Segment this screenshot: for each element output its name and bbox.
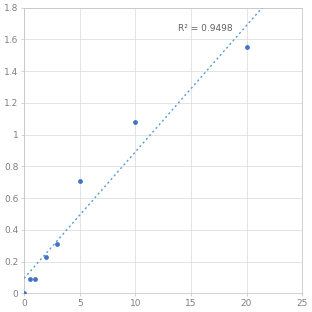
Point: [77, 178, 82, 183]
Point: [133, 119, 138, 124]
Point: [44, 254, 49, 259]
Point: [55, 241, 60, 246]
Point: [244, 45, 249, 50]
Point: [22, 291, 27, 296]
Text: R² = 0.9498: R² = 0.9498: [178, 24, 232, 33]
Point: [27, 276, 32, 281]
Point: [33, 276, 38, 281]
